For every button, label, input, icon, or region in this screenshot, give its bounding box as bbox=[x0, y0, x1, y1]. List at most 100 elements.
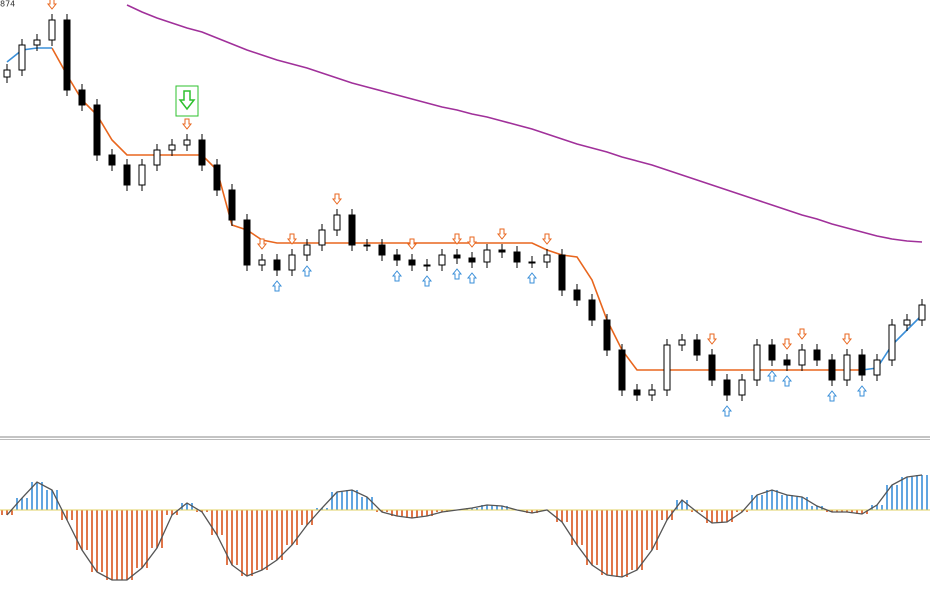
histogram-bar bbox=[711, 510, 713, 523]
candle-body bbox=[213, 164, 221, 191]
histogram-bar bbox=[356, 490, 358, 510]
histogram-bar bbox=[166, 510, 168, 515]
histogram-bar bbox=[561, 510, 563, 522]
histogram-bar bbox=[751, 495, 753, 510]
indicator-line bbox=[126, 4, 923, 243]
histogram-bar bbox=[656, 510, 658, 550]
histogram-bar bbox=[741, 510, 743, 512]
histogram-bar bbox=[151, 510, 153, 548]
candle-body bbox=[63, 19, 71, 91]
histogram-bar bbox=[481, 505, 483, 510]
histogram-bar bbox=[441, 510, 443, 512]
buy-arrow bbox=[466, 272, 478, 284]
histogram-bar bbox=[616, 510, 618, 577]
histogram-bar bbox=[816, 506, 818, 510]
histogram-bar bbox=[311, 510, 313, 525]
histogram-bar bbox=[156, 510, 158, 548]
histogram-bar bbox=[231, 510, 233, 565]
histogram-bar bbox=[11, 510, 13, 515]
histogram-bar bbox=[276, 510, 278, 560]
histogram-bar bbox=[796, 497, 798, 510]
histogram-bar bbox=[26, 498, 28, 510]
histogram-bar bbox=[566, 510, 568, 522]
candle-body bbox=[33, 39, 41, 46]
histogram-bar bbox=[901, 477, 903, 510]
histogram-bar bbox=[91, 510, 93, 572]
histogram-bar bbox=[251, 510, 253, 576]
buy-arrow bbox=[721, 405, 733, 417]
candle-body bbox=[423, 264, 431, 267]
histogram-bar bbox=[861, 510, 863, 514]
candle-body bbox=[798, 349, 806, 366]
histogram-bar bbox=[71, 510, 73, 520]
candle-body bbox=[888, 324, 896, 361]
candle-body bbox=[348, 214, 356, 246]
candle-body bbox=[528, 261, 536, 264]
histogram-bar bbox=[421, 510, 423, 516]
histogram-bar bbox=[896, 485, 898, 510]
histogram-bar bbox=[106, 510, 108, 580]
sell-arrow bbox=[451, 233, 463, 245]
histogram-bar bbox=[281, 510, 283, 560]
histogram-bar bbox=[211, 510, 213, 535]
histogram-bar bbox=[671, 510, 673, 520]
candle-body bbox=[153, 149, 161, 166]
histogram-bar bbox=[646, 510, 648, 550]
histogram-bar bbox=[351, 490, 353, 510]
candle-body bbox=[663, 344, 671, 391]
candle-body bbox=[753, 344, 761, 381]
candle-body bbox=[363, 244, 371, 247]
histogram-bar bbox=[641, 510, 643, 570]
histogram-bar bbox=[266, 510, 268, 570]
candle-body bbox=[243, 219, 251, 266]
histogram-bar bbox=[206, 510, 208, 512]
sell-arrow bbox=[781, 338, 793, 350]
histogram-bar bbox=[571, 510, 573, 545]
histogram-bar bbox=[381, 510, 383, 512]
histogram-bar bbox=[636, 510, 638, 570]
histogram-bar bbox=[486, 505, 488, 510]
histogram-bar bbox=[726, 510, 728, 522]
histogram-bar bbox=[851, 510, 853, 512]
candle-body bbox=[198, 139, 206, 166]
histogram-bar bbox=[1, 510, 3, 515]
histogram-bar bbox=[581, 510, 583, 545]
histogram-bar bbox=[321, 508, 323, 510]
candle-body bbox=[768, 344, 776, 361]
histogram-bar bbox=[196, 510, 198, 512]
histogram-bar bbox=[691, 510, 693, 512]
candle-body bbox=[483, 249, 491, 263]
histogram-bar bbox=[761, 495, 763, 510]
candle-body bbox=[858, 354, 866, 376]
histogram-bar bbox=[661, 510, 663, 520]
histogram-bar bbox=[396, 510, 398, 516]
histogram-bar bbox=[61, 510, 63, 520]
buy-arrow bbox=[391, 270, 403, 282]
buy-arrow bbox=[301, 265, 313, 277]
candle-body bbox=[558, 254, 566, 291]
histogram-bar bbox=[806, 497, 808, 510]
candle-body bbox=[168, 144, 176, 151]
histogram-bar bbox=[301, 510, 303, 525]
sell-arrow bbox=[796, 328, 808, 340]
histogram-bar bbox=[746, 510, 748, 512]
histogram-bar bbox=[611, 510, 613, 575]
histogram-bar bbox=[41, 482, 43, 510]
sell-arrow bbox=[286, 233, 298, 245]
sell-arrow bbox=[496, 228, 508, 240]
candle-body bbox=[333, 214, 341, 231]
candle-body bbox=[588, 299, 596, 321]
histogram-bar bbox=[86, 510, 88, 550]
candle-body bbox=[783, 359, 791, 366]
histogram-bar bbox=[336, 492, 338, 510]
sell-arrow bbox=[706, 333, 718, 345]
histogram-bar bbox=[361, 497, 363, 510]
candle-body bbox=[183, 139, 191, 146]
histogram-bar bbox=[51, 490, 53, 510]
histogram-bar bbox=[706, 510, 708, 523]
histogram-bar bbox=[811, 506, 813, 510]
candle-body bbox=[138, 164, 146, 186]
histogram-bar bbox=[766, 490, 768, 510]
